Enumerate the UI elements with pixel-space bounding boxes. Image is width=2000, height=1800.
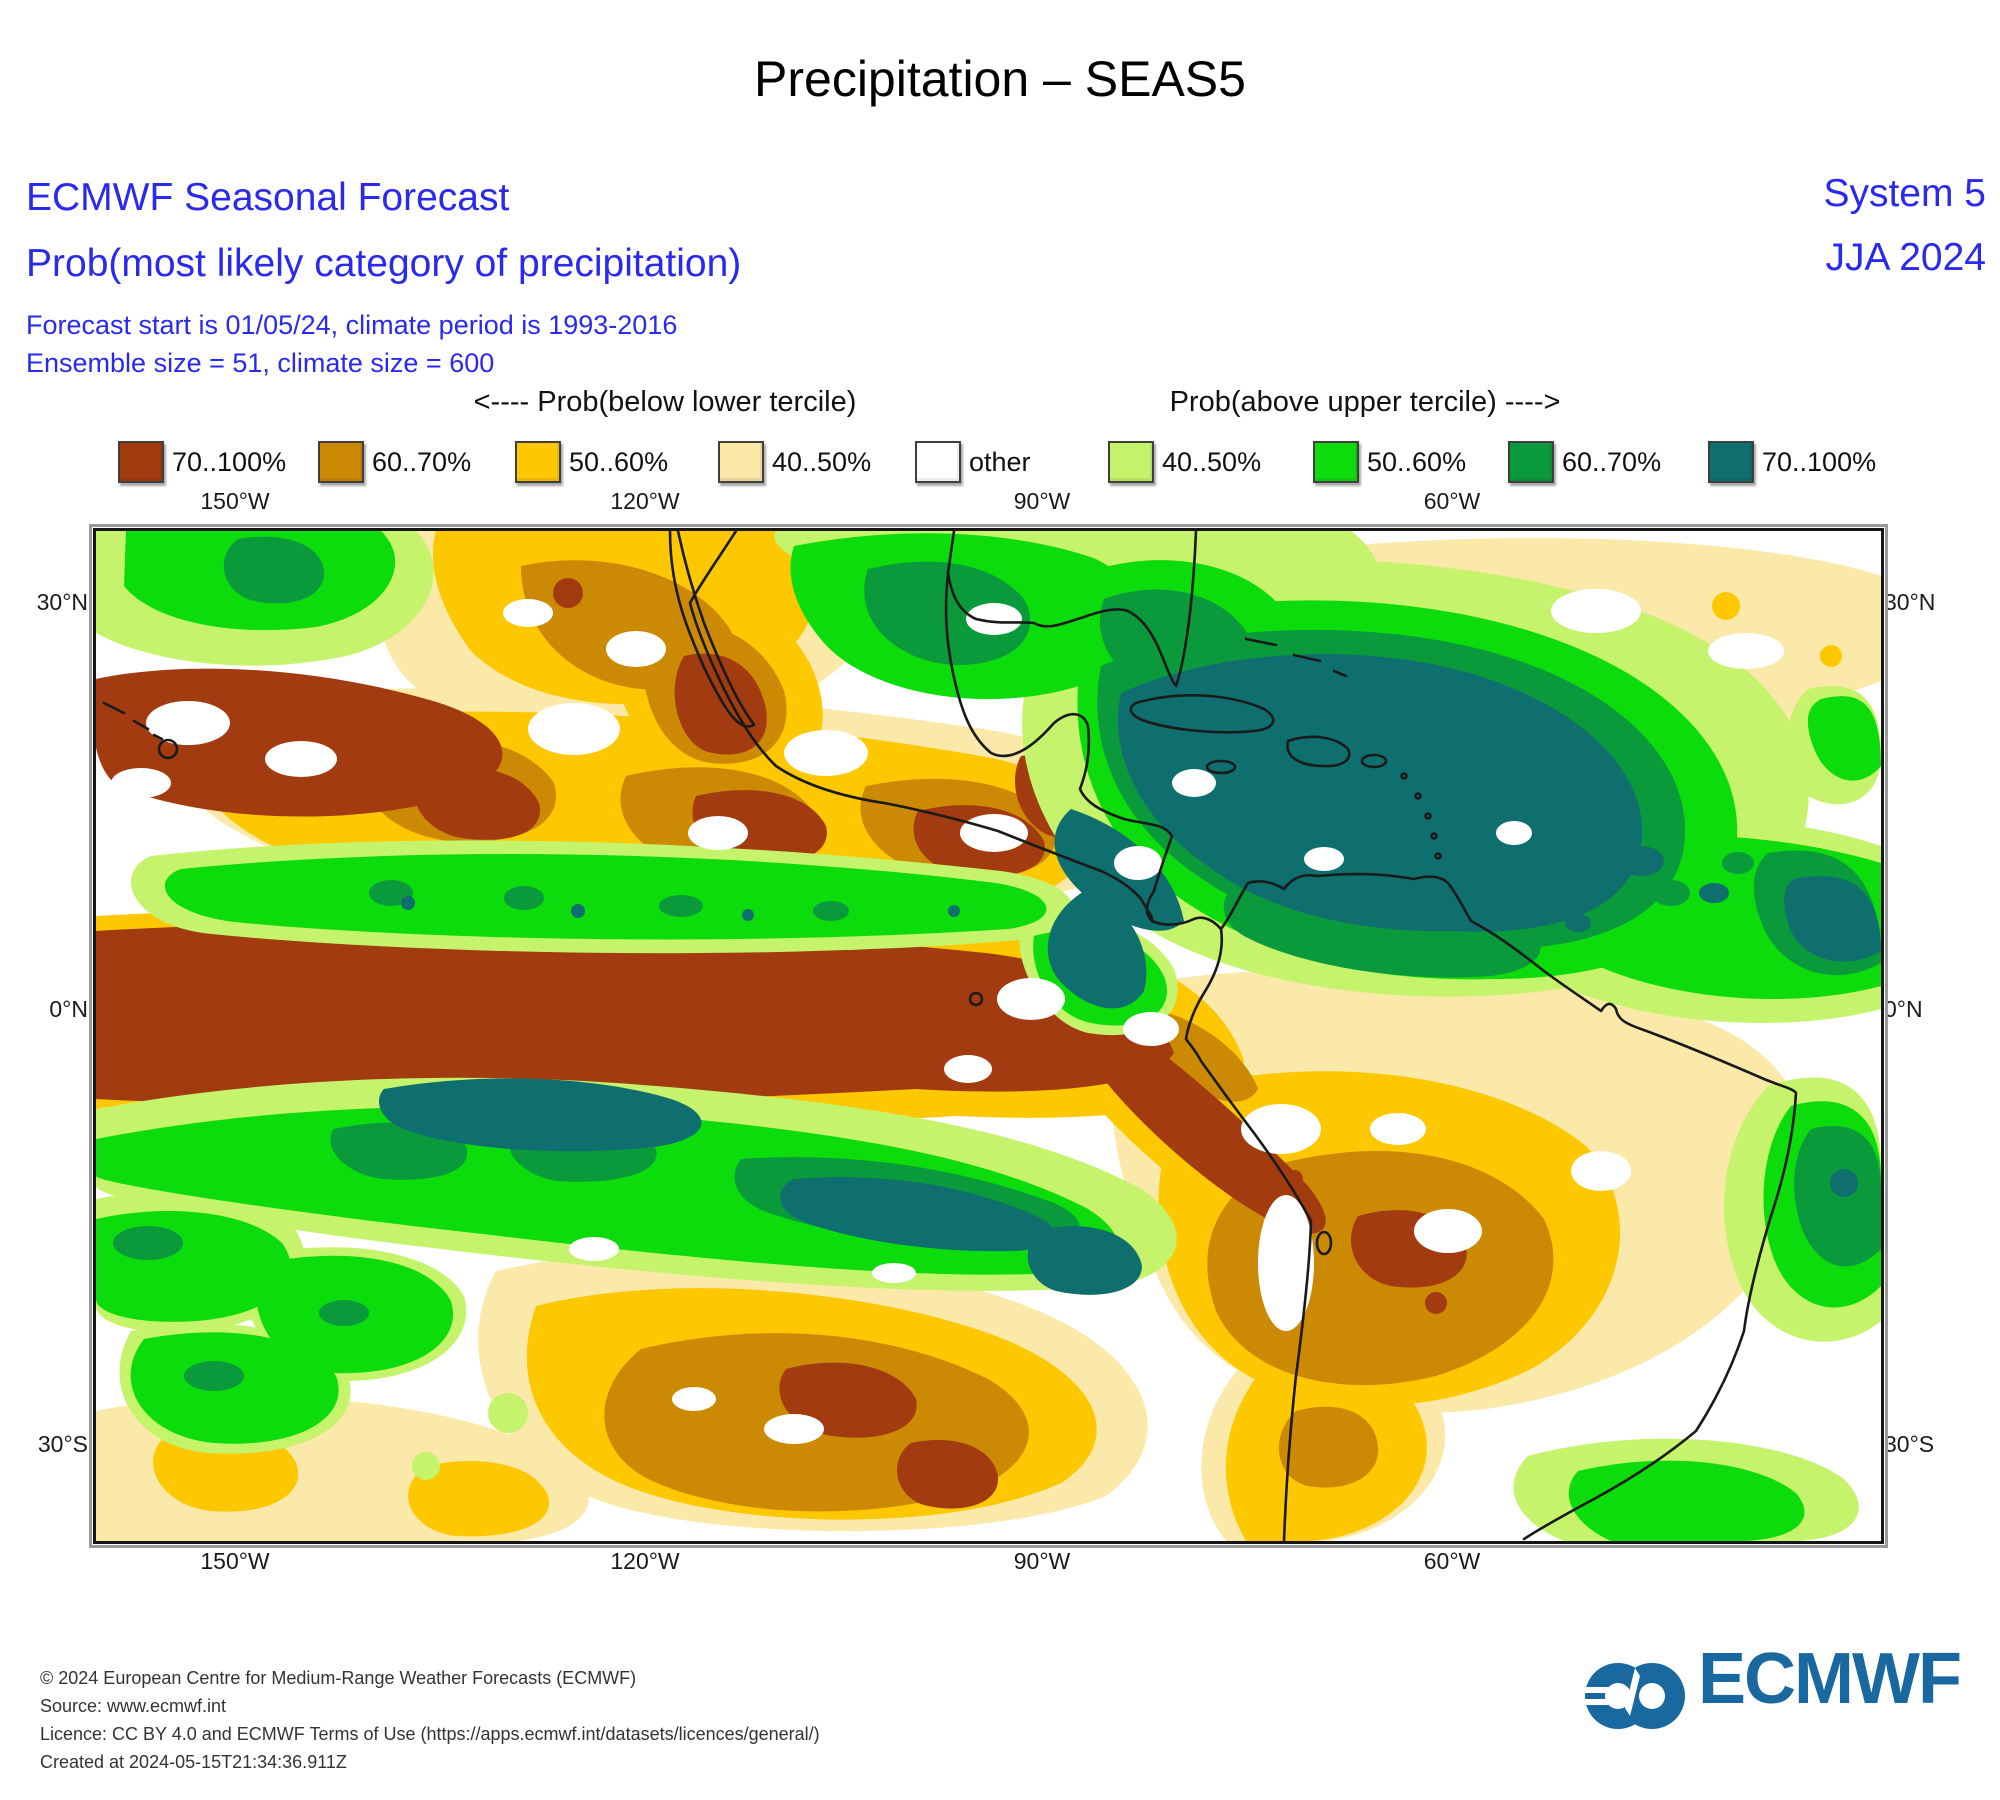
- ensemble-info: Ensemble size = 51, climate size = 600: [26, 348, 495, 378]
- forecast-start-info: Forecast start is 01/05/24, climate peri…: [26, 310, 678, 340]
- legend-swatch: [515, 441, 561, 483]
- legend-swatch: [1313, 441, 1359, 483]
- lat-label-left-30n: 30°N: [36, 589, 88, 615]
- lat-label-left-30s: 30°S: [37, 1431, 88, 1457]
- product-heading: ECMWF Seasonal Forecast: [26, 176, 510, 219]
- licence-line: Licence: CC BY 4.0 and ECMWF Terms of Us…: [40, 1724, 820, 1744]
- lon-label-bottom-150w: 150°W: [200, 1548, 270, 1574]
- legend-caption-below: <---- Prob(below lower tercile): [473, 386, 857, 418]
- legend-label: 70..100%: [172, 446, 287, 477]
- legend-item-above-60-70: 60..70%: [1508, 441, 1661, 483]
- forecast-map-graphic: [96, 531, 1881, 1541]
- lon-label-top-150w: 150°W: [200, 488, 270, 514]
- legend-label: 60..70%: [372, 446, 472, 477]
- legend-swatch: [318, 441, 364, 483]
- legend-swatch: [118, 441, 164, 483]
- legend-label: 50..60%: [1367, 446, 1467, 477]
- legend-caption-above: Prob(above upper tercile) ---->: [1169, 386, 1561, 418]
- lat-label-right-30s: 30°S: [1884, 1431, 1935, 1457]
- legend-label: 60..70%: [1562, 446, 1662, 477]
- ecmwf-logo-icon: [1582, 1663, 1685, 1729]
- legend-item-above-40-50: 40..50%: [1108, 441, 1261, 483]
- legend-swatch: [718, 441, 764, 483]
- forecast-map: [89, 524, 1888, 1548]
- lat-label-right-30n: 30°N: [1884, 589, 1936, 615]
- created-at-line: Created at 2024-05-15T21:34:36.911Z: [40, 1752, 347, 1772]
- product-subheading: Prob(most likely category of precipitati…: [26, 242, 742, 285]
- lat-label-right-0n: 0°N: [1884, 996, 1923, 1022]
- lat-label-left-0n: 0°N: [49, 996, 88, 1022]
- legend-item-above-70-100: 70..100%: [1708, 441, 1876, 483]
- page-title: Precipitation – SEAS5: [754, 51, 1246, 107]
- source-line: Source: www.ecmwf.int: [40, 1696, 227, 1716]
- legend-item-other: other: [915, 441, 1031, 483]
- copyright-line: © 2024 European Centre for Medium-Range …: [40, 1668, 637, 1688]
- legend-label: other: [969, 446, 1031, 477]
- legend-label: 40..50%: [1162, 446, 1262, 477]
- season-label: JJA 2024: [1825, 236, 1986, 279]
- legend-item-above-50-60: 50..60%: [1313, 441, 1466, 483]
- legend-item-below-70-100: 70..100%: [118, 441, 286, 483]
- legend-label: 50..60%: [569, 446, 669, 477]
- legend-swatch: [1108, 441, 1154, 483]
- legend-swatch: [1708, 441, 1754, 483]
- lon-label-top-90w: 90°W: [1013, 488, 1071, 514]
- legend-item-below-50-60: 50..60%: [515, 441, 668, 483]
- legend-item-below-60-70: 60..70%: [318, 441, 471, 483]
- lon-label-top-60w: 60°W: [1423, 488, 1481, 514]
- ecmwf-logo-text: ECMWF: [1698, 1639, 1962, 1719]
- legend-item-below-40-50: 40..50%: [718, 441, 871, 483]
- legend-swatch: [1508, 441, 1554, 483]
- lon-label-bottom-60w: 60°W: [1423, 1548, 1481, 1574]
- system-label: System 5: [1823, 172, 1986, 215]
- lon-label-bottom-90w: 90°W: [1013, 1548, 1071, 1574]
- legend-label: 40..50%: [772, 446, 872, 477]
- lon-label-bottom-120w: 120°W: [610, 1548, 680, 1574]
- legend-swatch: [915, 441, 961, 483]
- legend-label: 70..100%: [1762, 446, 1877, 477]
- lon-label-top-120w: 120°W: [610, 488, 680, 514]
